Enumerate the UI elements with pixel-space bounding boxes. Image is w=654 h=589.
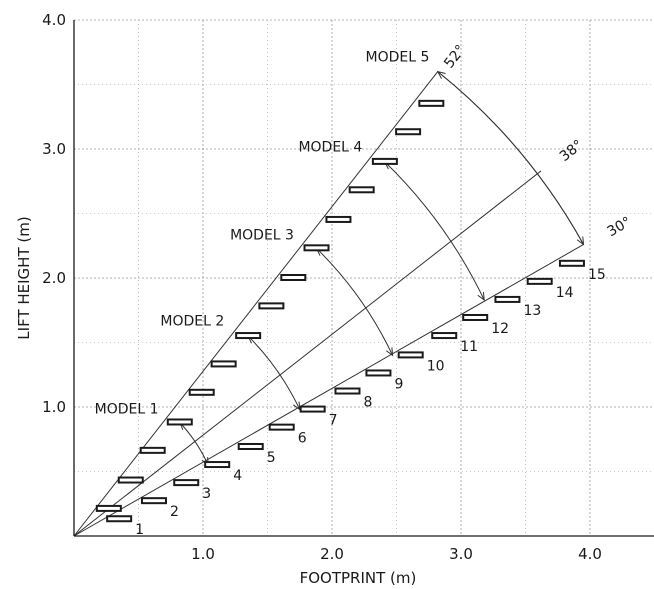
step-30 <box>526 277 553 285</box>
step-number: 15 <box>588 267 606 283</box>
y-tick-label: 3.0 <box>42 140 66 158</box>
tick-labels: 1.0 2.0 3.0 4.0 1.0 2.0 3.0 4.0 <box>42 11 602 563</box>
angle-line <box>73 170 542 537</box>
step-52 <box>348 186 375 194</box>
step-30 <box>558 259 585 267</box>
step-52 <box>280 274 307 281</box>
step-52 <box>210 360 237 368</box>
model-arc <box>247 335 301 410</box>
step-52 <box>117 476 144 484</box>
angle-line <box>73 71 439 537</box>
step-52 <box>303 244 330 252</box>
step-number: 13 <box>523 303 541 319</box>
model-label: MODEL 1 <box>95 401 159 417</box>
step-number: 7 <box>329 413 338 429</box>
model-label: MODEL 3 <box>230 227 294 243</box>
step-30 <box>237 442 264 450</box>
arrow-head <box>576 236 585 246</box>
step-number: 1 <box>135 522 144 538</box>
step-number: 3 <box>202 486 211 502</box>
y-tick-label: 1.0 <box>42 398 66 416</box>
grid <box>74 19 654 536</box>
step-30 <box>334 387 361 395</box>
step-52 <box>371 157 398 165</box>
step-number: 5 <box>267 450 276 466</box>
model-arc <box>179 422 209 466</box>
step-52 <box>235 332 262 340</box>
arrow-head <box>385 347 394 357</box>
angle-label: 52° <box>441 42 469 71</box>
angle-label: 30° <box>605 214 635 240</box>
step-52 <box>395 128 422 136</box>
step-52 <box>188 388 215 396</box>
x-tick-label: 2.0 <box>320 545 344 563</box>
step-52 <box>139 446 166 454</box>
annotations: 52° 38° 30° MODEL 1 MODEL 2 MODEL 3 MODEL 4 MOD… <box>95 42 635 538</box>
step-number: 6 <box>298 431 307 447</box>
x-tick-label: 3.0 <box>449 545 473 563</box>
arrow-head <box>436 70 446 79</box>
step-number: 8 <box>363 395 372 411</box>
step-30 <box>268 423 295 431</box>
x-tick-label: 4.0 <box>578 545 602 563</box>
step-52 <box>166 418 193 426</box>
model-label: MODEL 2 <box>160 314 224 330</box>
x-axis-label: FOOTPRINT (m) <box>300 569 417 587</box>
step-markers <box>95 99 585 523</box>
step-number: 12 <box>491 321 509 337</box>
step-number: 4 <box>233 468 242 484</box>
model-label: MODEL 4 <box>298 140 362 156</box>
step-52 <box>95 504 122 512</box>
model-arc <box>384 161 485 301</box>
step-52 <box>325 215 352 223</box>
step-30 <box>494 295 521 303</box>
step-number: 10 <box>427 358 445 374</box>
model-label: MODEL 5 <box>366 49 430 65</box>
step-number: 9 <box>394 376 403 392</box>
step-30 <box>365 369 392 377</box>
step-30 <box>204 461 231 469</box>
axes <box>73 20 654 537</box>
step-30 <box>299 405 326 413</box>
arrow-head <box>477 291 485 301</box>
step-52 <box>418 99 445 107</box>
x-tick-label: 1.0 <box>191 545 215 563</box>
step-30 <box>462 313 489 321</box>
step-30 <box>431 332 458 340</box>
step-30 <box>106 515 133 523</box>
y-tick-label: 2.0 <box>42 269 66 287</box>
step-30 <box>140 497 167 505</box>
step-52 <box>258 302 285 310</box>
angle-line <box>73 244 584 537</box>
model-arc <box>437 71 584 245</box>
y-tick-label: 4.0 <box>42 11 66 29</box>
model-arc <box>316 247 394 356</box>
angle-lines <box>73 71 584 537</box>
step-number: 11 <box>460 339 478 355</box>
angle-label: 38° <box>557 137 586 165</box>
step-number: 2 <box>170 504 179 520</box>
step-number: 14 <box>556 285 574 301</box>
model-arcs <box>178 70 585 467</box>
step-30 <box>173 479 200 487</box>
y-axis-label: LIFT HEIGHT (m) <box>15 216 33 339</box>
step-30 <box>397 351 424 359</box>
